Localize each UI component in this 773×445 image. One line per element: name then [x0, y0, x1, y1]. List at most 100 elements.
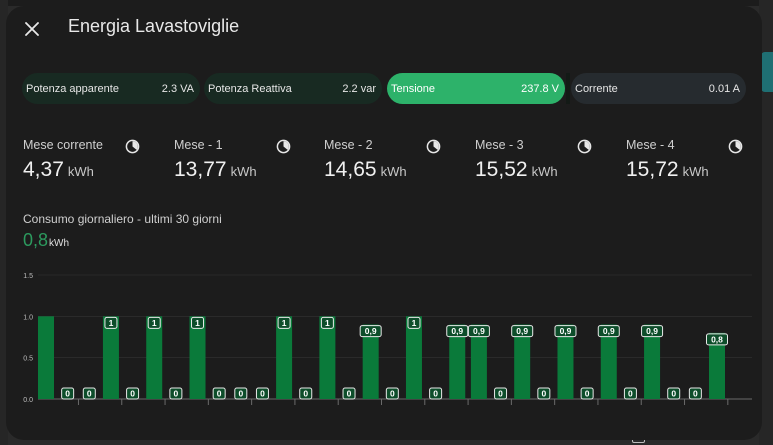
- chip-value: 237.8 V: [521, 82, 559, 95]
- chip-corrente[interactable]: Corrente 0.01 A: [571, 73, 746, 104]
- data-label-box: [342, 387, 356, 400]
- dialog-title: Energia Lavastoviglie: [68, 16, 240, 36]
- chip-tensione[interactable]: Tensione 237.8 V: [387, 73, 565, 104]
- data-label: 1: [152, 318, 157, 328]
- daily-title: Consumo giornaliero - ultimi 30 giorni: [23, 212, 222, 226]
- data-label-box: [580, 387, 594, 400]
- data-label-box: [385, 387, 399, 400]
- stat-mese-3[interactable]: Mese - 3 15,52 kWh: [475, 138, 605, 190]
- data-label: 0: [628, 389, 633, 399]
- stat-label: Mese - 3: [475, 138, 524, 152]
- stat-label: Mese - 2: [324, 138, 373, 152]
- data-label: 1: [325, 318, 330, 328]
- chip-label: Corrente: [575, 82, 618, 95]
- y-tick-label: 1.5: [23, 273, 33, 280]
- monthly-stats: Mese corrente 4,37 kWh Mese - 1 13,77 kWh …: [23, 138, 753, 198]
- data-label: 0: [390, 389, 395, 399]
- stat-mese-2[interactable]: Mese - 2 14,65 kWh: [324, 138, 454, 190]
- data-label: 0: [671, 389, 676, 399]
- data-label-box: [359, 325, 382, 338]
- chip-value: 2.3 VA: [161, 82, 194, 95]
- daily-consumption-chart: 0.0 0.5 1.0 1.5 0 0 1 0 1 0 1 0 0 0 1 0 1 0 0,9 0 1 0 0,9 0,9 0 0…: [23, 273, 752, 405]
- data-label-box: [446, 325, 469, 338]
- stat-mese-4[interactable]: Mese - 4 15,72 kWh: [626, 138, 756, 190]
- sensor-chips: Potenza apparente 2.3 VA Potenza Reattiv…: [22, 73, 746, 105]
- data-label: 0,9: [646, 326, 658, 336]
- bar: [276, 316, 293, 399]
- bar: [644, 324, 661, 399]
- data-label-box: [299, 387, 313, 400]
- data-label: 0: [498, 389, 503, 399]
- data-label: 0,9: [603, 326, 615, 336]
- data-label: 0: [174, 389, 179, 399]
- stat-mese-corrente[interactable]: Mese corrente 4,37 kWh: [23, 138, 153, 190]
- bar: [600, 324, 617, 399]
- background-app-right: [759, 0, 773, 445]
- bar: [557, 324, 574, 399]
- data-label: 0: [347, 389, 352, 399]
- data-label-box: [61, 387, 75, 400]
- stat-value: 15,52 kWh: [475, 158, 558, 181]
- chip-potenza-apparente[interactable]: Potenza apparente 2.3 VA: [22, 73, 200, 104]
- chip-value: 0.01 A: [708, 82, 740, 95]
- data-label-box: [623, 387, 637, 400]
- data-label-box: [429, 387, 443, 400]
- data-label-box: [82, 387, 96, 400]
- data-label: 0: [433, 389, 438, 399]
- data-label-box: [191, 316, 205, 329]
- data-label-box: [706, 333, 728, 346]
- data-label: 1: [109, 318, 114, 328]
- close-button[interactable]: [20, 17, 44, 41]
- data-label-box: [667, 387, 681, 400]
- y-tick-label: 1.0: [23, 314, 33, 321]
- clock-icon: [426, 139, 441, 154]
- data-label: 0: [585, 389, 590, 399]
- data-label: 0: [217, 389, 222, 399]
- data-label: 0: [303, 389, 308, 399]
- stat-value: 14,65 kWh: [324, 158, 407, 181]
- data-label: 1: [412, 318, 417, 328]
- y-tick-label: 0.0: [23, 397, 33, 404]
- clock-icon: [276, 139, 291, 154]
- data-label-box: [511, 325, 534, 338]
- data-label: 0,9: [451, 326, 463, 336]
- bar: [38, 316, 54, 399]
- clock-icon: [728, 139, 743, 154]
- data-label: 1: [282, 318, 287, 328]
- bar: [514, 324, 531, 399]
- background-app-left: [0, 0, 8, 445]
- data-label: 0,9: [365, 326, 377, 336]
- chip-potenza-reattiva[interactable]: Potenza Reattiva 2.2 var: [204, 73, 382, 104]
- more-info-dialog: Energia Lavastoviglie Potenza apparente …: [6, 6, 762, 440]
- data-label-box: [641, 325, 664, 338]
- data-label: 0: [693, 389, 698, 399]
- data-label-box: [126, 387, 140, 400]
- data-label-box: [147, 316, 161, 329]
- chip-label: Potenza apparente: [26, 82, 119, 95]
- data-label-box: [688, 387, 702, 400]
- data-label-box: [104, 316, 118, 329]
- data-label-box: [320, 316, 334, 329]
- data-label: 1: [195, 318, 200, 328]
- data-label-box: [212, 387, 226, 400]
- bar: [146, 316, 163, 399]
- stat-label: Mese corrente: [23, 138, 103, 152]
- background-app: [0, 0, 773, 6]
- data-label: 0: [87, 389, 92, 399]
- chip-divider: [566, 73, 570, 104]
- data-label-box: [255, 387, 269, 400]
- data-label-box: [537, 387, 551, 400]
- data-label-box: [467, 325, 490, 338]
- stat-value: 4,37 kWh: [23, 158, 94, 181]
- data-label: 0: [260, 389, 265, 399]
- bar: [362, 324, 379, 399]
- background-card-accent: [761, 52, 773, 92]
- bar: [189, 316, 206, 399]
- data-label-box: [554, 325, 577, 338]
- clock-icon: [125, 139, 140, 154]
- data-label: 0,9: [516, 326, 528, 336]
- data-label-box: [597, 325, 620, 338]
- bar: [319, 316, 336, 399]
- stat-mese-1[interactable]: Mese - 1 13,77 kWh: [174, 138, 304, 190]
- chip-label: Tensione: [391, 82, 436, 95]
